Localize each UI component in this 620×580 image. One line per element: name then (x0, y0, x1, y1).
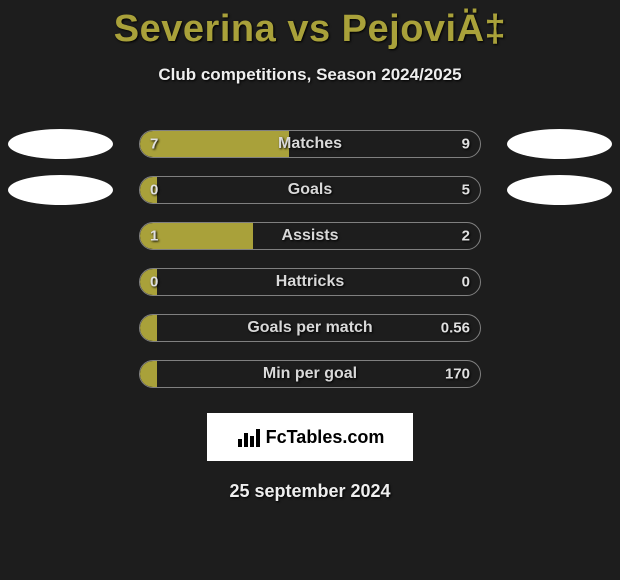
player1-marker (8, 313, 113, 343)
stat-bar: Goals per match 0.56 (139, 314, 481, 342)
fctables-logo-icon (236, 425, 260, 449)
player2-marker (507, 175, 612, 205)
stat-row: Matches 7 9 (0, 121, 620, 167)
stat-bar: Hattricks 0 0 (139, 268, 481, 296)
comparison-title: Severina vs PejoviÄ‡ (0, 0, 620, 51)
footer-date: 25 september 2024 (0, 481, 620, 502)
player2-name: PejoviÄ‡ (342, 8, 507, 50)
stat-label: Hattricks (276, 273, 344, 291)
stat-bar: Goals 0 5 (139, 176, 481, 204)
bar-fill-left (140, 315, 157, 341)
brand-badge: FcTables.com (207, 413, 413, 461)
stat-row: Assists 1 2 (0, 213, 620, 259)
stat-right-value: 2 (462, 228, 470, 245)
stats-chart: Matches79Goals05Assists12Hattricks00Goal… (0, 121, 620, 397)
player1-marker (8, 129, 113, 159)
brand-text: FcTables.com (266, 427, 385, 448)
stat-label: Assists (282, 227, 339, 245)
stat-left-value: 0 (150, 182, 158, 199)
stat-right-value: 170 (445, 366, 470, 383)
stat-label: Goals (288, 181, 332, 199)
bar-fill-left (140, 131, 289, 157)
subtitle: Club competitions, Season 2024/2025 (0, 65, 620, 85)
stat-row: Goals 0 5 (0, 167, 620, 213)
stat-row: Goals per match 0.56 (0, 305, 620, 351)
stat-row: Hattricks 0 0 (0, 259, 620, 305)
stat-row: Min per goal 170 (0, 351, 620, 397)
player2-marker (507, 267, 612, 297)
bar-fill-left (140, 361, 157, 387)
stat-bar: Min per goal 170 (139, 360, 481, 388)
stat-bar: Matches 7 9 (139, 130, 481, 158)
player2-marker (507, 359, 612, 389)
stat-left-value: 7 (150, 136, 158, 153)
stat-right-value: 0 (462, 274, 470, 291)
stat-right-value: 5 (462, 182, 470, 199)
stat-label: Matches (278, 135, 342, 153)
player2-marker (507, 313, 612, 343)
stat-left-value: 0 (150, 274, 158, 291)
player1-marker (8, 359, 113, 389)
stat-right-value: 0.56 (441, 320, 470, 337)
stat-label: Min per goal (263, 365, 357, 383)
player2-marker (507, 221, 612, 251)
vs-text: vs (287, 8, 330, 50)
player2-marker (507, 129, 612, 159)
stat-right-value: 9 (462, 136, 470, 153)
stat-left-value: 1 (150, 228, 158, 245)
player1-marker (8, 221, 113, 251)
stat-label: Goals per match (247, 319, 372, 337)
player1-name: Severina (114, 8, 276, 50)
stat-bar: Assists 1 2 (139, 222, 481, 250)
player1-marker (8, 175, 113, 205)
player1-marker (8, 267, 113, 297)
